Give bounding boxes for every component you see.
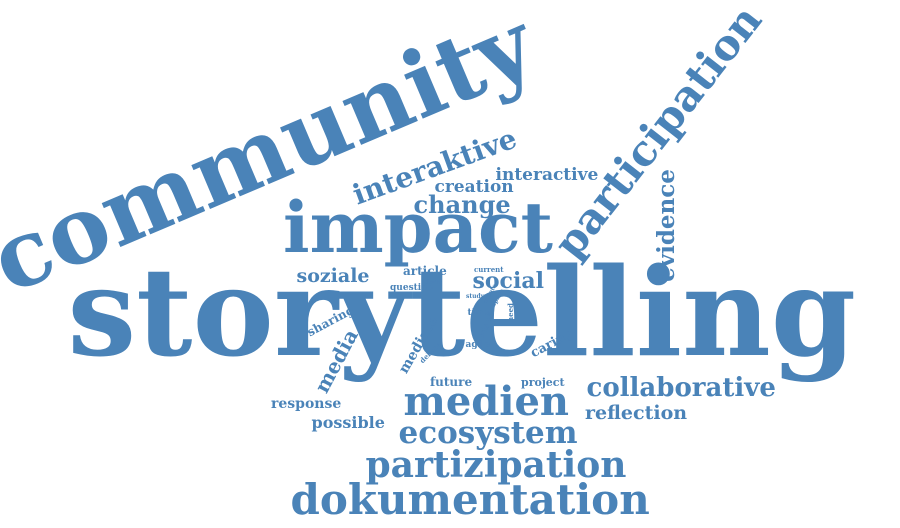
word-dokumentation: dokumentation <box>290 475 650 524</box>
word-social: social <box>472 268 544 294</box>
word-need: need <box>505 302 515 322</box>
word-partizipation: partizipation <box>365 444 627 486</box>
word-future: future <box>430 375 473 389</box>
word-project: project <box>521 375 565 389</box>
word-storytelling: storytelling <box>67 240 857 384</box>
word-impact: impact <box>283 186 553 269</box>
word-evidence: evidence <box>652 168 680 282</box>
word-article: article <box>403 264 447 278</box>
word-study: study <box>466 293 485 300</box>
word-form: form <box>426 279 443 286</box>
word-collaborative: collaborative <box>586 373 776 403</box>
word-question: question <box>390 282 434 293</box>
word-soziale: soziale <box>296 264 370 287</box>
word-change: change <box>413 190 511 219</box>
word-current: current <box>474 264 504 274</box>
word-response: response <box>271 396 342 412</box>
word-possible: possible <box>311 413 385 432</box>
word-creation: creation <box>434 176 514 197</box>
word-ecosystem: ecosystem <box>398 414 578 451</box>
word-interactive: interactive <box>495 164 599 185</box>
word-time: time <box>467 307 491 318</box>
word-reflection: reflection <box>585 401 688 424</box>
word-medien: medien <box>403 378 569 425</box>
word-agile: agile <box>465 339 491 350</box>
